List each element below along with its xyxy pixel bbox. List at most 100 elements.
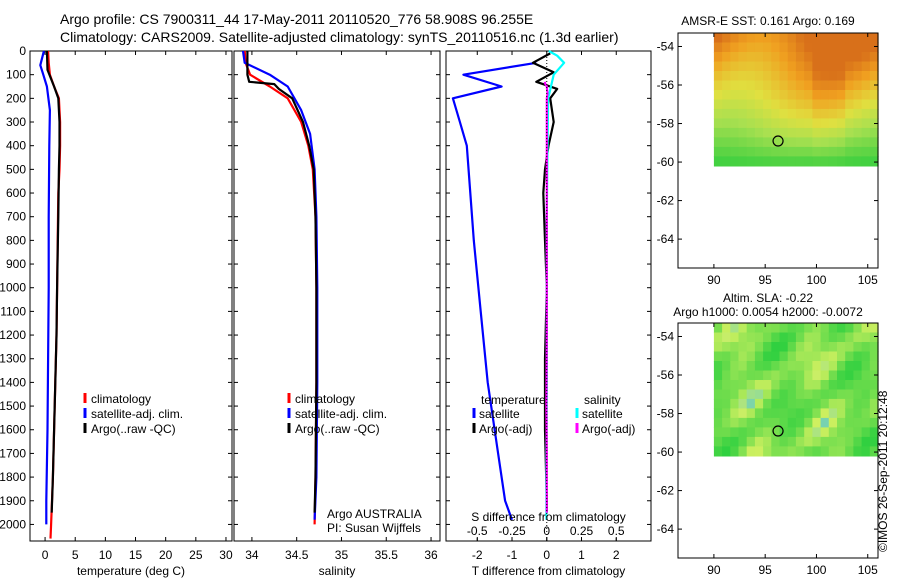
x-axis-label: temperature (deg C) [77, 564, 185, 578]
map-title: AMSR-E SST: 0.161 Argo: 0.169 [681, 14, 855, 28]
map-cell [730, 71, 740, 82]
map-cell [754, 332, 764, 343]
map-cell [754, 361, 764, 372]
map-cell [869, 351, 879, 362]
map-cell [795, 71, 805, 82]
map-cell [812, 427, 822, 438]
map-cell [820, 90, 830, 101]
map-cell [820, 370, 830, 381]
y-tick-label: -64 [657, 232, 675, 246]
map-cell [713, 398, 723, 409]
map-cell [812, 127, 822, 138]
map-cell [763, 408, 772, 419]
map-cell [730, 370, 740, 381]
series-line [45, 50, 61, 513]
map-cell [787, 370, 797, 381]
map-cell [763, 436, 772, 447]
map-cell [845, 370, 854, 381]
map-cell [730, 108, 740, 119]
map-cell [812, 351, 822, 362]
x-tick-label: 105 [858, 273, 878, 287]
map-cell [837, 118, 846, 129]
map-cell [771, 408, 781, 419]
map-cell [746, 408, 756, 419]
map-cell [820, 80, 830, 91]
map-cell [763, 99, 772, 110]
map-cell [779, 33, 789, 44]
map-cell [828, 80, 838, 91]
map-cell [738, 146, 748, 157]
map-cell [795, 427, 805, 438]
map-cell [820, 52, 830, 63]
legend-label: satellite-adj. clim. [295, 407, 387, 421]
legend-label: climatology [295, 392, 355, 406]
map-cell [837, 323, 846, 334]
map-cell [754, 156, 764, 167]
map-cell [779, 446, 789, 457]
map-cell [771, 361, 781, 372]
map-cell [787, 156, 797, 167]
map-cell [771, 427, 781, 438]
map-cell [779, 389, 789, 400]
map-cell [763, 332, 772, 343]
map-cell [820, 380, 830, 391]
map-cell [828, 332, 838, 343]
x-tick-label: 90 [707, 563, 721, 577]
map-cell [861, 361, 871, 372]
map-cell [763, 146, 772, 157]
map-cell [730, 80, 740, 91]
map-cell [763, 61, 772, 72]
map-cell [771, 323, 781, 334]
map-cell [861, 108, 871, 119]
map-cell [845, 342, 854, 353]
map-cell [853, 342, 863, 353]
series-line [531, 52, 559, 513]
map-cell [771, 137, 781, 148]
map-cell [845, 71, 854, 82]
legend-label: climatology [91, 392, 151, 406]
map-cell [853, 389, 863, 400]
map-cell [754, 446, 764, 457]
map-cell [853, 108, 863, 119]
map-cell [738, 342, 748, 353]
map-cell [722, 33, 731, 44]
map-cell [779, 427, 789, 438]
map-cell [861, 80, 871, 91]
map-cell [779, 398, 789, 409]
map-cell [722, 146, 731, 157]
map-cell [713, 61, 723, 72]
map-cell [853, 417, 863, 428]
map-cell [795, 370, 805, 381]
map-cell [730, 61, 740, 72]
map-cell [837, 332, 846, 343]
map-frame [677, 322, 879, 559]
map-cell [746, 427, 756, 438]
argo-institution: Argo AUSTRALIA [327, 507, 422, 521]
y-tick-label: 800 [6, 233, 26, 247]
map-cell [754, 380, 764, 391]
map-cell [828, 90, 838, 101]
map-cell [853, 61, 863, 72]
map-cell [754, 408, 764, 419]
map-cell [795, 389, 805, 400]
map-cell [804, 417, 813, 428]
map-cell [738, 80, 748, 91]
map-cell [853, 137, 863, 148]
map-cell [853, 71, 863, 82]
map-cell [754, 99, 764, 110]
map-cell [869, 33, 879, 44]
map-cell [754, 127, 764, 138]
map-cell [812, 33, 822, 44]
y-tick-label: 300 [6, 115, 26, 129]
map-cell [713, 389, 723, 400]
map-cell [730, 33, 740, 44]
map-cell [861, 446, 871, 457]
map-cell [713, 42, 723, 53]
map-cell [763, 52, 772, 63]
map-cell [763, 446, 772, 457]
y-tick-label: -56 [657, 78, 675, 92]
map-cell [722, 90, 731, 101]
map-cell [722, 389, 731, 400]
map-cell [837, 380, 846, 391]
y-tick-label: 1600 [0, 423, 26, 437]
